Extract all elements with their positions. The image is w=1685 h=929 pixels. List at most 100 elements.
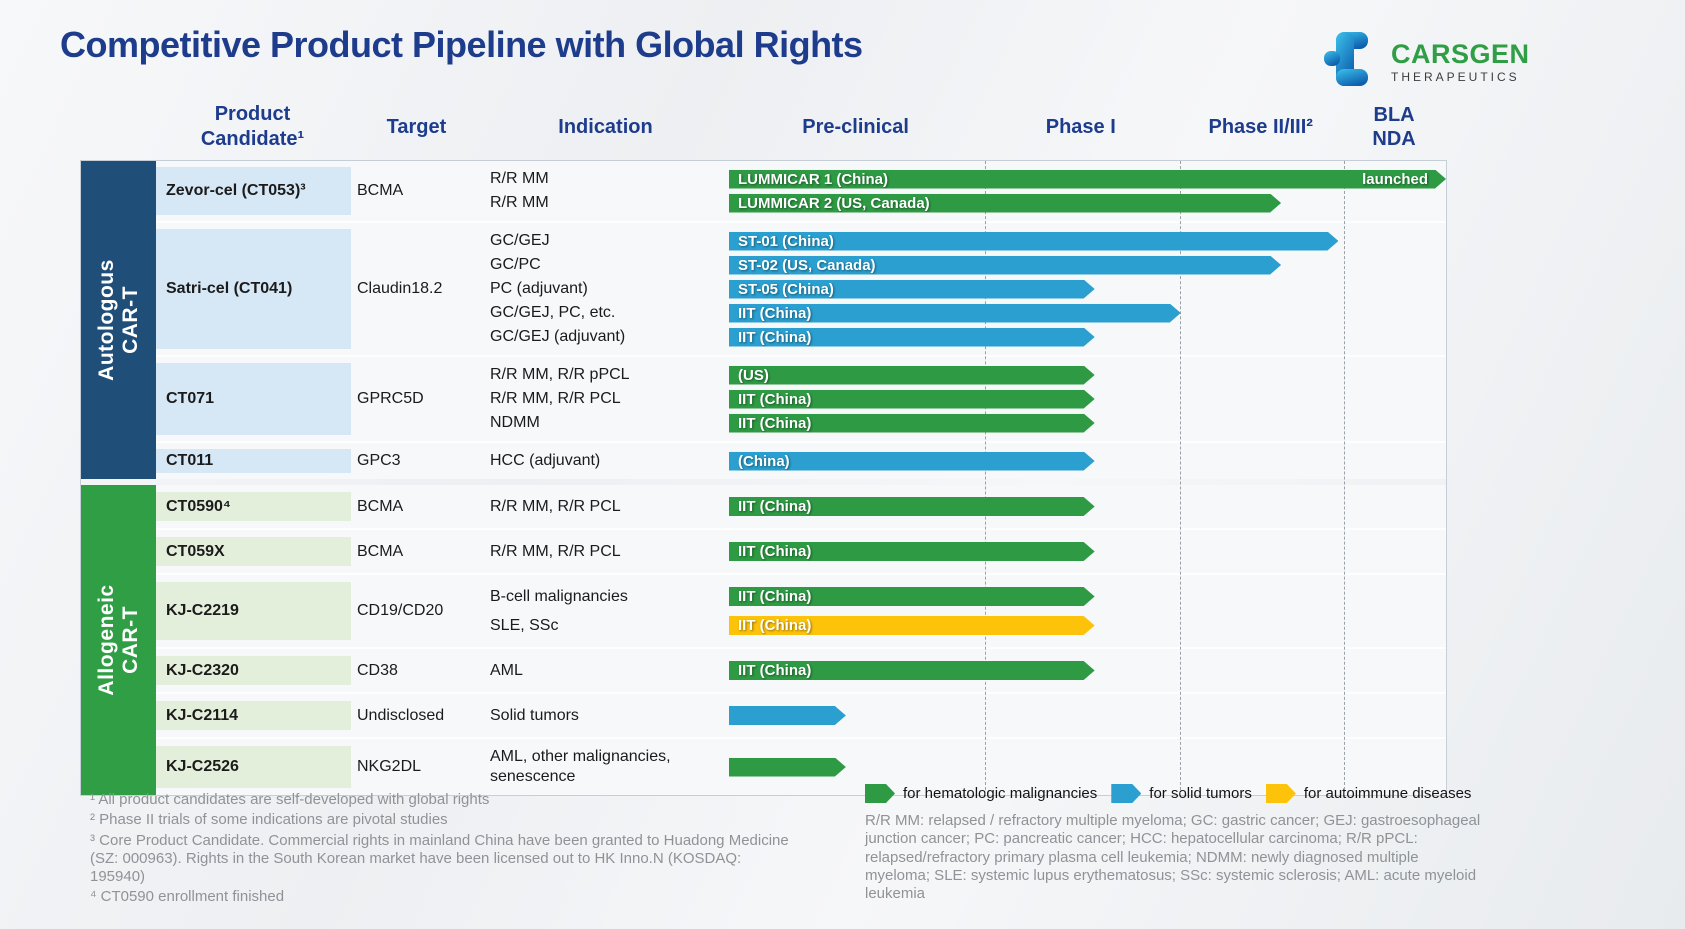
product-group: CT059X BCMA R/R MM, R/R PCL IIT (China) (156, 528, 1446, 573)
pipeline-bar: LUMMICAR 2 (US, Canada) (729, 194, 1281, 213)
indication-cell: SLE, SSc (490, 616, 559, 634)
indication-rows: R/R MM, R/R PCL IIT (China) (484, 492, 1446, 521)
bar-label: IIT (China) (738, 328, 812, 346)
indication-cell: GC/GEJ (adjuvant) (490, 328, 626, 345)
phase-header-1: Phase I (1045, 116, 1116, 138)
legend-item-autoimmune: for autoimmune diseases (1266, 784, 1471, 803)
pipeline-bar: IIT (China) (729, 304, 1181, 323)
product-candidate: KJ-C2219 (156, 582, 351, 640)
logo-tagline: THERAPEUTICS (1391, 69, 1520, 84)
footnote-2: ² Phase II trials of some indications ar… (90, 811, 448, 829)
pipeline-row: R/R MM LUMMICAR 2 (US, Canada) (484, 191, 1446, 215)
product-candidate: Satri-cel (CT041) (156, 229, 351, 349)
indication-cell: NDMM (490, 414, 540, 431)
solid-arrow-icon (1111, 784, 1141, 803)
target-cell: GPRC5D (357, 390, 424, 407)
bar-track: (US) (729, 363, 1446, 387)
indication-cell: R/R MM, R/R PCL (490, 542, 621, 560)
pipeline-bar: LUMMICAR 1 (China) launched (729, 170, 1446, 189)
bar-label: IIT (China) (738, 617, 812, 634)
footnotes: ¹ All product candidates are self-develo… (90, 791, 790, 909)
section-content: CT0590⁴ BCMA R/R MM, R/R PCL IIT (China) CT0… (156, 485, 1446, 795)
product-candidate: KJ-C2320 (156, 656, 351, 685)
indication-rows: B-cell malignancies IIT (China) SLE, SSc II… (484, 582, 1446, 640)
pipeline-bar: ST-02 (US, Canada) (729, 256, 1281, 275)
pipeline-bar: (US) (729, 366, 1095, 385)
indication-cell: AML (490, 661, 523, 679)
bar-label: (US) (738, 366, 769, 384)
bar-track: (China) (729, 449, 1446, 473)
indication-cell: R/R MM, R/R PCL (490, 390, 621, 407)
pipeline-row: AML, other malignancies, senescence (484, 747, 1446, 787)
pipeline-bar: IIT (China) (729, 328, 1095, 347)
indication-rows: GC/GEJ ST-01 (China) GC/PC ST-02 (US, Canad… (484, 229, 1446, 349)
product-candidate: Zevor-cel (CT053)³ (156, 167, 351, 215)
pipeline-row: SLE, SSc IIT (China) (484, 612, 1446, 639)
logo-brand: CARSGEN (1391, 38, 1530, 69)
bar-label: IIT (China) (738, 390, 812, 408)
product-group: KJ-C2219 CD19/CD20 B-cell malignancies IIT … (156, 573, 1446, 647)
target-cell: Claudin18.2 (357, 280, 443, 297)
indication-cell: R/R MM (490, 194, 549, 211)
header-target: Target (386, 115, 447, 138)
pipeline-bar: IIT (China) (729, 497, 1095, 516)
pipeline-row: HCC (adjuvant) (China) (484, 449, 1446, 473)
bar-track: IIT (China) (729, 659, 1446, 683)
product-group: Zevor-cel (CT053)³ BCMA R/R MM LUMMICAR 1 (… (156, 161, 1446, 221)
pipeline-bar: IIT (China) (729, 616, 1095, 635)
bar-end-label: launched (1362, 170, 1428, 188)
bar-label: IIT (China) (738, 662, 812, 679)
bar-label: IIT (China) (738, 498, 812, 515)
logo-text: CARSGEN THERAPEUTICS (1391, 38, 1530, 84)
pipeline-bar: (China) (729, 452, 1095, 471)
product-candidate: CT0590⁴ (156, 492, 351, 521)
target-cell: Undisclosed (357, 706, 445, 724)
section-sidebar-autologous: Autologous CAR-T (81, 161, 156, 479)
indication-rows: R/R MM, R/R pPCL (US) R/R MM, R/R PCL IIT (… (484, 363, 1446, 435)
footnote-1: ¹ All product candidates are self-develo… (90, 791, 490, 808)
bar-label: ST-02 (US, Canada) (738, 256, 876, 274)
target-cell: NKG2DL (357, 758, 422, 775)
bar-track: IIT (China) (729, 614, 1446, 638)
bar-track: ST-05 (China) (729, 277, 1446, 301)
pipeline-bar: ST-01 (China) (729, 232, 1338, 251)
pipeline-row: GC/GEJ ST-01 (China) (484, 229, 1446, 253)
section-label-allogeneic: Allogeneic CAR-T (94, 584, 142, 696)
autoimmune-arrow-icon (1266, 784, 1296, 803)
pipeline-row: GC/GEJ (adjuvant) IIT (China) (484, 325, 1446, 349)
bar-track: IIT (China) (729, 495, 1446, 519)
bar-track: IIT (China) (729, 387, 1446, 411)
indication-cell: GC/GEJ, PC, etc. (490, 304, 616, 321)
product-group: CT0590⁴ BCMA R/R MM, R/R PCL IIT (China) (156, 485, 1446, 528)
bar-label: ST-01 (China) (738, 232, 834, 250)
phase-headers: Pre-clinical Phase I Phase II/III² BLA NDA (728, 94, 1447, 160)
header-product-candidate: Product Candidate¹ (200, 103, 305, 150)
footnote-3: ³ Core Product Candidate. Commercial rig… (90, 831, 789, 886)
pipeline-row: R/R MM LUMMICAR 1 (China) launched (484, 167, 1446, 191)
pipeline-bar (729, 758, 846, 777)
pipeline-bar: IIT (China) (729, 414, 1095, 433)
pipeline-bar (729, 706, 846, 725)
bar-label: IIT (China) (738, 588, 812, 605)
product-candidate: CT059X (156, 537, 351, 566)
target-cell: BCMA (357, 542, 404, 560)
section-sidebar-allogeneic: Allogeneic CAR-T (81, 485, 156, 795)
pipeline-row: R/R MM, R/R PCL IIT (China) (484, 493, 1446, 520)
pipeline-row: PC (adjuvant) ST-05 (China) (484, 277, 1446, 301)
indication-cell: R/R MM, R/R pPCL (490, 366, 630, 383)
bar-label: IIT (China) (738, 304, 812, 322)
bar-track: ST-01 (China) (729, 229, 1446, 253)
indication-cell: AML, other malignancies, senescence (490, 748, 671, 785)
pipeline-row: B-cell malignancies IIT (China) (484, 583, 1446, 610)
section-allogeneic: Allogeneic CAR-T CT0590⁴ BCMA R/R MM, R/R P… (81, 485, 1446, 795)
abbreviations: R/R MM: relapsed / refractory multiple m… (865, 812, 1481, 903)
pipeline-row: AML IIT (China) (484, 657, 1446, 684)
target-cell: BCMA (357, 182, 404, 199)
indication-cell: B-cell malignancies (490, 587, 628, 605)
pipeline-bar: IIT (China) (729, 390, 1095, 409)
pipeline-row: Solid tumors (484, 702, 1446, 729)
target-cell: CD38 (357, 661, 398, 679)
product-group: Satri-cel (CT041) Claudin18.2 GC/GEJ ST-01 … (156, 221, 1446, 355)
carsgen-logo: CARSGEN THERAPEUTICS (1322, 30, 1530, 93)
legend-item-solid: for solid tumors (1111, 784, 1252, 803)
